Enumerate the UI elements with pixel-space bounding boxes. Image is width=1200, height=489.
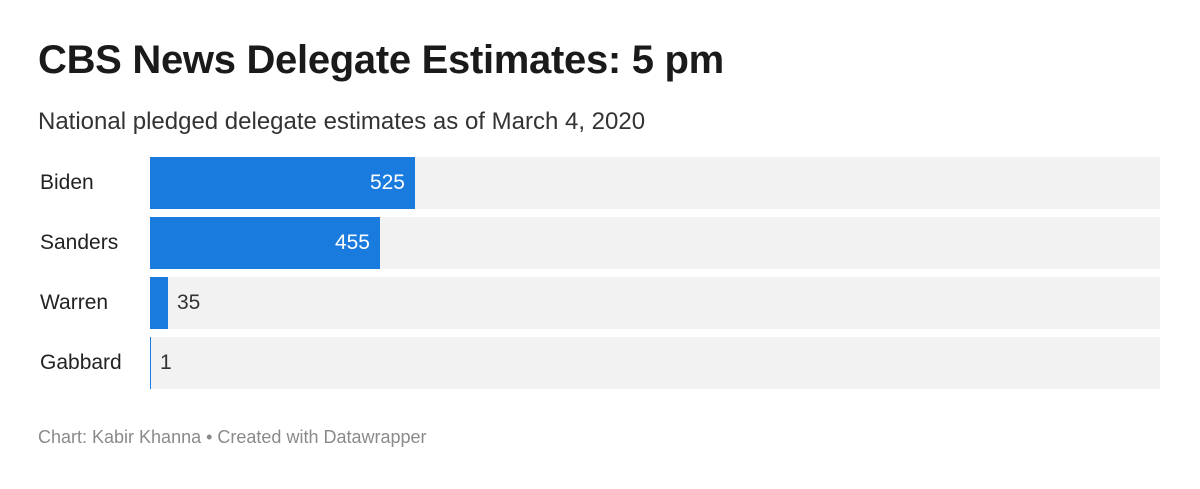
bar-row-sanders: Sanders 455 [0,217,1200,269]
category-label: Biden [40,171,94,194]
bar [150,277,168,329]
category-label: Sanders [40,231,119,254]
bar [150,157,415,209]
chart-title: CBS News Delegate Estimates: 5 pm [38,38,724,82]
bar-track: 455 [150,217,1160,269]
bar-track: 35 [150,277,1160,329]
value-label: 1 [160,351,172,374]
value-label: 455 [334,231,370,254]
bar-track: 1 [150,337,1160,389]
chart-credit: Chart: Kabir Khanna • Created with Dataw… [38,427,427,447]
bar-row-gabbard: Gabbard 1 [0,337,1200,389]
bar-track: 525 [150,157,1160,209]
bar [150,337,151,389]
bar-row-warren: Warren 35 [0,277,1200,329]
bar [150,217,380,269]
value-label: 525 [369,171,405,194]
category-label: Warren [40,291,109,314]
bar-row-biden: Biden 525 [0,157,1200,209]
category-label: Gabbard [40,351,122,374]
value-label: 35 [177,291,201,314]
chart-subtitle: National pledged delegate estimates as o… [38,108,646,135]
